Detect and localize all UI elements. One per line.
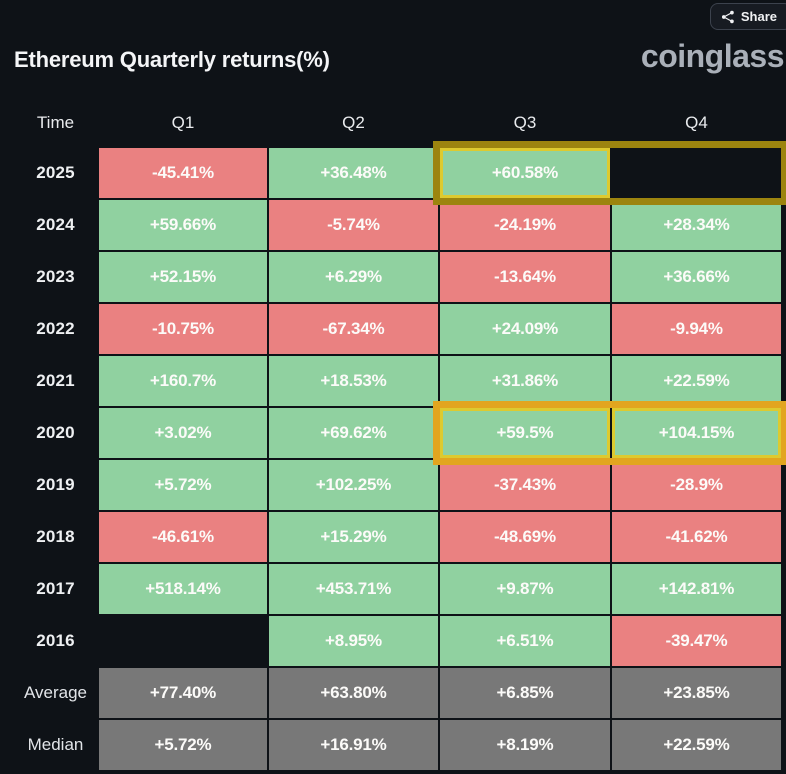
return-cell-average-q4: +23.85% bbox=[612, 668, 781, 718]
return-cell-2023-q1: +52.15% bbox=[99, 252, 267, 302]
column-header-q1: Q1 bbox=[171, 113, 195, 132]
page-title: Ethereum Quarterly returns(%) bbox=[14, 47, 330, 72]
return-cell-2019-q4: -28.9% bbox=[612, 460, 781, 510]
return-cell-2023-q2: +6.29% bbox=[269, 252, 438, 302]
row-label-2021: 2021 bbox=[36, 371, 75, 390]
column-header-q3: Q3 bbox=[513, 113, 537, 132]
return-cell-2020-q4: +104.15% bbox=[612, 408, 781, 458]
share-button[interactable]: Share bbox=[709, 3, 786, 30]
return-cell-2019-q1: +5.72% bbox=[99, 460, 267, 510]
return-cell-2022-q2: -67.34% bbox=[269, 304, 438, 354]
row-label-2018: 2018 bbox=[36, 527, 75, 546]
return-cell-2025-q3: +60.58% bbox=[440, 148, 610, 198]
row-label-2017: 2017 bbox=[36, 579, 75, 598]
coinglass-logo: coinglass bbox=[640, 38, 785, 74]
row-label-2020: 2020 bbox=[36, 423, 75, 442]
return-cell-2018-q1: -46.61% bbox=[99, 512, 267, 562]
column-header-time: Time bbox=[36, 113, 75, 132]
return-cell-2018-q4: -41.62% bbox=[612, 512, 781, 562]
return-cell-2022-q4: -9.94% bbox=[612, 304, 781, 354]
return-cell-average-q3: +6.85% bbox=[440, 668, 610, 718]
return-cell-2016-q3: +6.51% bbox=[440, 616, 610, 666]
return-cell-2025-q1: -45.41% bbox=[99, 148, 267, 198]
return-cell-2022-q3: +24.09% bbox=[440, 304, 610, 354]
return-cell-2021-q2: +18.53% bbox=[269, 356, 438, 406]
return-cell-2016-q2: +8.95% bbox=[269, 616, 438, 666]
share-button-label: Share bbox=[740, 9, 777, 24]
return-cell-2022-q1: -10.75% bbox=[99, 304, 267, 354]
return-cell-median-q3: +8.19% bbox=[440, 720, 610, 770]
return-cell-2024-q3: -24.19% bbox=[440, 200, 610, 250]
row-label-average: Average bbox=[23, 683, 87, 702]
return-cell-2019-q3: -37.43% bbox=[440, 460, 610, 510]
row-label-2016: 2016 bbox=[36, 631, 75, 650]
return-cell-2021-q4: +22.59% bbox=[612, 356, 781, 406]
share-nodes-icon bbox=[721, 10, 735, 24]
return-cell-2024-q1: +59.66% bbox=[99, 200, 267, 250]
return-cell-median-q1: +5.72% bbox=[99, 720, 267, 770]
row-label-2019: 2019 bbox=[36, 475, 75, 494]
return-cell-2016-q4: -39.47% bbox=[612, 616, 781, 666]
return-cell-2025-q2: +36.48% bbox=[269, 148, 438, 198]
row-label-2025: 2025 bbox=[36, 163, 75, 182]
return-cell-2018-q2: +15.29% bbox=[269, 512, 438, 562]
return-cell-average-q2: +63.80% bbox=[269, 668, 438, 718]
return-cell-median-q2: +16.91% bbox=[269, 720, 438, 770]
return-cell-2025-q4 bbox=[612, 148, 781, 198]
return-cell-2020-q2: +69.62% bbox=[269, 408, 438, 458]
row-label-2024: 2024 bbox=[36, 215, 75, 234]
return-cell-median-q4: +22.59% bbox=[612, 720, 781, 770]
return-cell-2016-q1 bbox=[99, 616, 267, 666]
return-cell-2021-q1: +160.7% bbox=[99, 356, 267, 406]
return-cell-2024-q2: -5.74% bbox=[269, 200, 438, 250]
row-label-median: Median bbox=[27, 735, 84, 754]
return-cell-2017-q4: +142.81% bbox=[612, 564, 781, 614]
return-cell-2020-q1: +3.02% bbox=[99, 408, 267, 458]
return-cell-2023-q4: +36.66% bbox=[612, 252, 781, 302]
returns-table: Time Q1 Q2 Q3 Q4 2025 -45.41% +36.48% +60.58% 202… bbox=[0, 100, 781, 770]
return-cell-2020-q3: +59.5% bbox=[440, 408, 610, 458]
return-cell-2017-q3: +9.87% bbox=[440, 564, 610, 614]
column-header-q2: Q2 bbox=[342, 113, 365, 132]
row-label-2023: 2023 bbox=[36, 267, 75, 286]
return-cell-2017-q1: +518.14% bbox=[99, 564, 267, 614]
column-header-q4: Q4 bbox=[685, 113, 708, 132]
return-cell-2018-q3: -48.69% bbox=[440, 512, 610, 562]
return-cell-2023-q3: -13.64% bbox=[440, 252, 610, 302]
return-cell-2021-q3: +31.86% bbox=[440, 356, 610, 406]
return-cell-2019-q2: +102.25% bbox=[269, 460, 438, 510]
row-label-2022: 2022 bbox=[36, 319, 75, 338]
return-cell-2024-q4: +28.34% bbox=[612, 200, 781, 250]
return-cell-2017-q2: +453.71% bbox=[269, 564, 438, 614]
return-cell-average-q1: +77.40% bbox=[99, 668, 267, 718]
